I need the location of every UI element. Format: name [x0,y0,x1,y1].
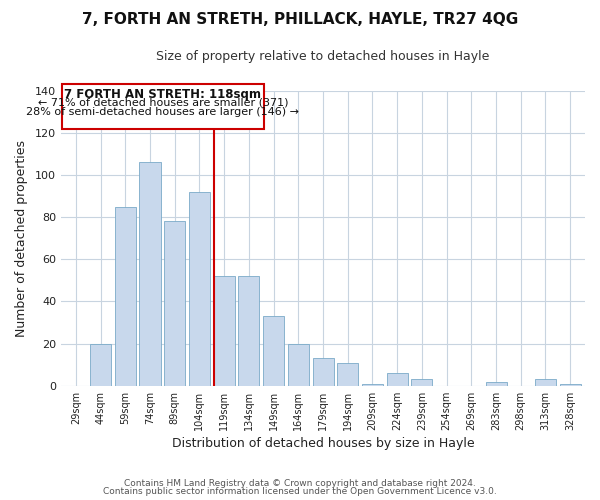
Bar [313,358,334,386]
Text: ← 71% of detached houses are smaller (371): ← 71% of detached houses are smaller (37… [38,98,288,108]
Bar [485,382,506,386]
Bar [263,316,284,386]
Bar [139,162,161,386]
Bar [115,206,136,386]
Bar [560,384,581,386]
Text: Contains HM Land Registry data © Crown copyright and database right 2024.: Contains HM Land Registry data © Crown c… [124,478,476,488]
Bar [90,344,111,386]
Title: Size of property relative to detached houses in Hayle: Size of property relative to detached ho… [157,50,490,63]
X-axis label: Distribution of detached houses by size in Hayle: Distribution of detached houses by size … [172,437,475,450]
Bar [288,344,309,386]
Bar [386,373,407,386]
Bar [362,384,383,386]
FancyBboxPatch shape [62,84,263,128]
Bar [412,380,433,386]
Bar [337,362,358,386]
Bar [214,276,235,386]
Text: 7 FORTH AN STRETH: 118sqm: 7 FORTH AN STRETH: 118sqm [64,88,262,102]
Bar [189,192,210,386]
Text: 7, FORTH AN STRETH, PHILLACK, HAYLE, TR27 4QG: 7, FORTH AN STRETH, PHILLACK, HAYLE, TR2… [82,12,518,28]
Bar [535,380,556,386]
Bar [164,222,185,386]
Bar [238,276,259,386]
Text: Contains public sector information licensed under the Open Government Licence v3: Contains public sector information licen… [103,487,497,496]
Y-axis label: Number of detached properties: Number of detached properties [15,140,28,336]
Text: 28% of semi-detached houses are larger (146) →: 28% of semi-detached houses are larger (… [26,108,299,118]
